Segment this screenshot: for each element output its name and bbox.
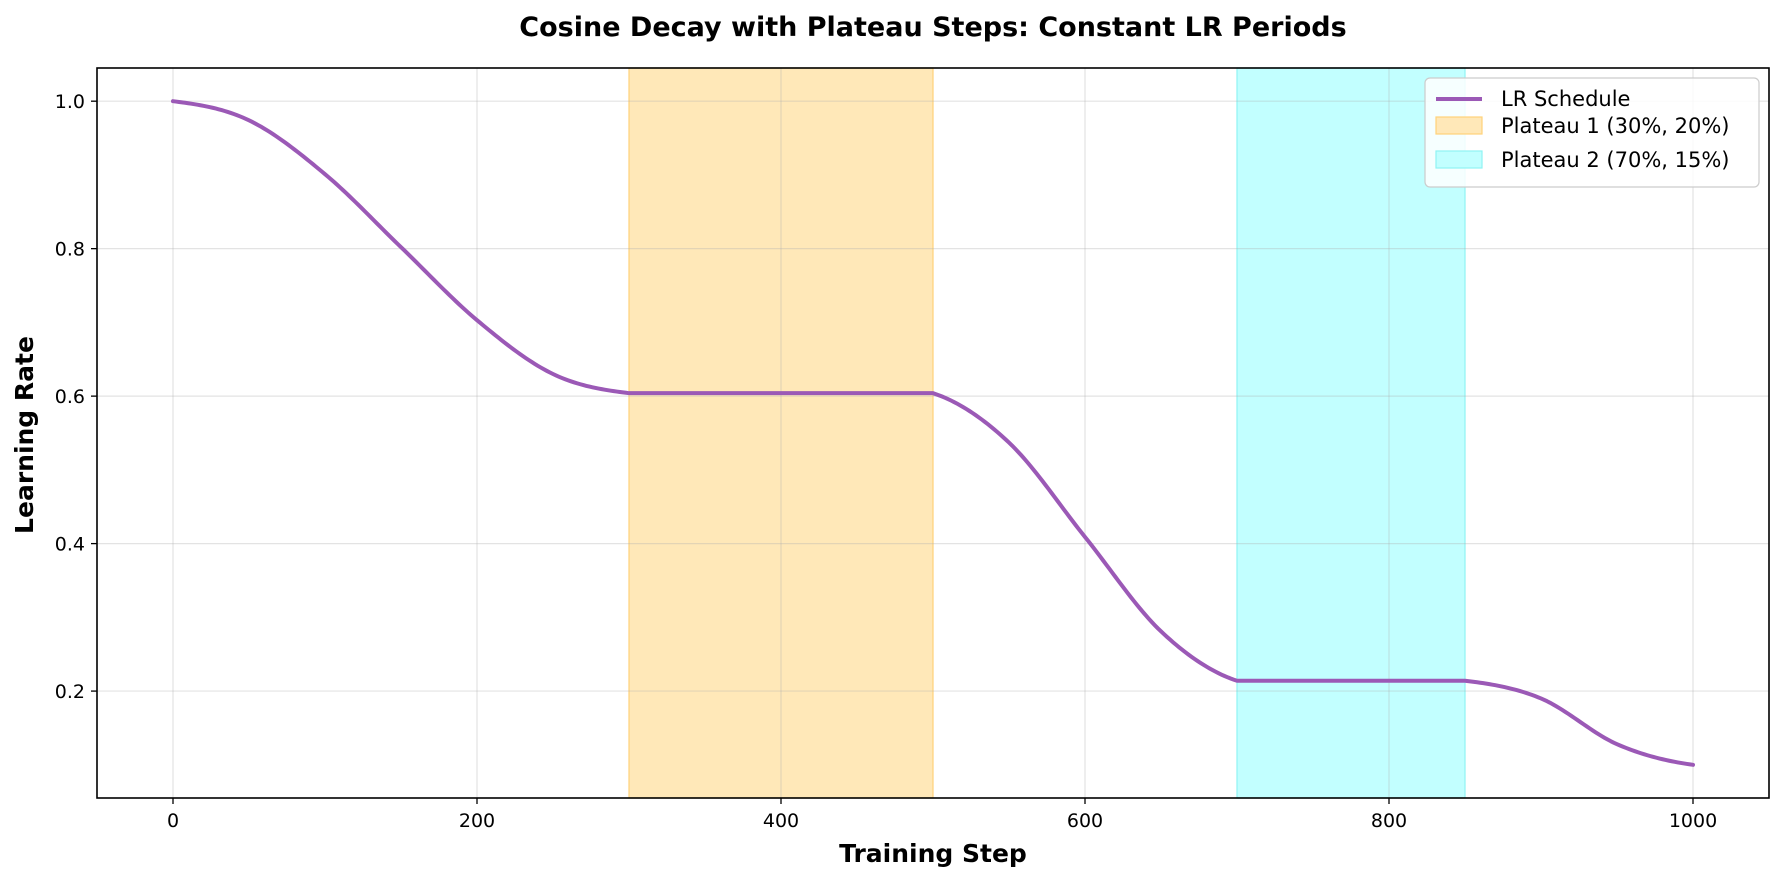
legend-box [1424,77,1760,188]
legend-label-lr-schedule: LR Schedule [1501,87,1630,111]
y-tick-label: 1.0 [55,91,85,113]
chart-title: Cosine Decay with Plateau Steps: Constan… [519,12,1346,43]
x-tick-label: 600 [1067,810,1103,832]
y-tick-label: 0.8 [55,239,85,261]
x-axis-label: Training Step [839,839,1027,868]
y-axis-label: Learning Rate [10,336,39,534]
x-tick-label: 0 [167,810,179,832]
plot-frame [96,67,1770,799]
x-tick-label: 1000 [1669,810,1717,832]
x-tick-label: 200 [459,810,495,832]
plateau-band-1 [628,67,934,799]
x-tick-label: 800 [1371,810,1407,832]
x-tick-label: 400 [763,810,799,832]
y-tick-label: 0.6 [55,386,85,408]
legend-label-plateau-1: Plateau 1 (30%, 20%) [1501,114,1730,138]
legend: LR Schedule Plateau 1 (30%, 20%) Plateau 2… [1424,77,1760,188]
legend-swatch-plateau-2 [1435,150,1483,169]
series-line-lr-schedule [171,99,1695,767]
y-tick-label: 0.4 [55,534,85,556]
legend-swatch-plateau-1 [1435,116,1483,135]
legend-label-plateau-2: Plateau 2 (70%, 15%) [1501,148,1730,172]
y-tick-label: 0.2 [55,681,85,703]
